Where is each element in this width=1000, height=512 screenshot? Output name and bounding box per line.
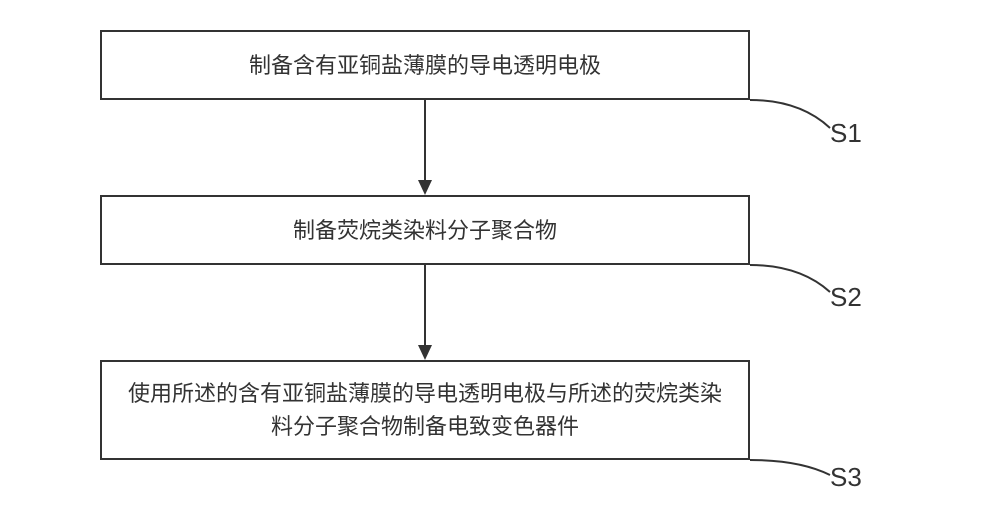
- step-label-s3: S3: [830, 462, 862, 493]
- flowchart-diagram: 制备含有亚铜盐薄膜的导电透明电极 制备荧烷类染料分子聚合物 使用所述的含有亚铜盐…: [0, 0, 1000, 512]
